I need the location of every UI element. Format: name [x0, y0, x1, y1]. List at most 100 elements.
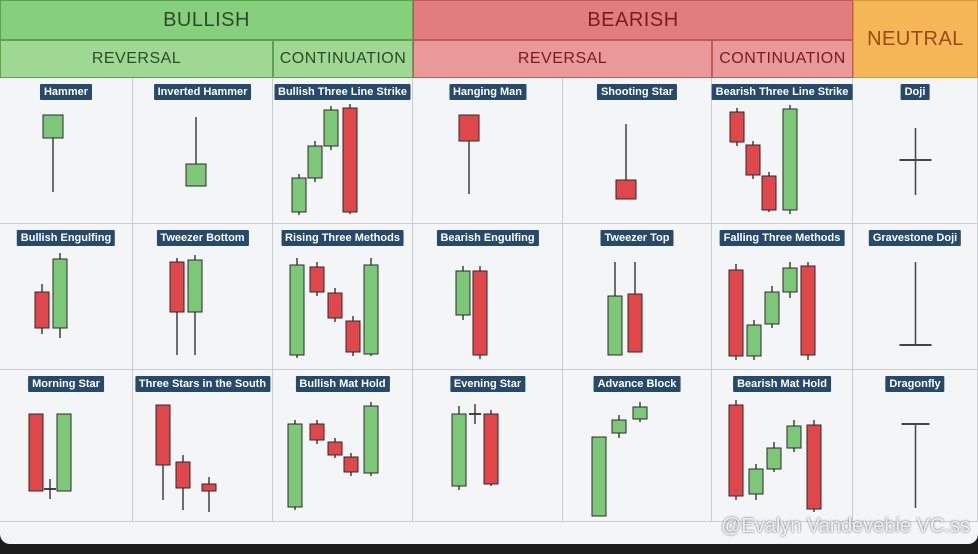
pattern-diagram	[607, 262, 643, 356]
pattern-cell-bearish-three-line-strike: Bearish Three Line Strike	[711, 78, 853, 224]
pattern-label: Hammer	[39, 84, 93, 100]
pattern-cell-bullish-engulfing: Bullish Engulfing	[0, 224, 133, 370]
pattern-label: Morning Star	[28, 376, 104, 392]
bearish-candle	[806, 424, 822, 510]
pattern-cell-bearish-mat-hold: Bearish Mat Hold	[712, 370, 853, 522]
bullish-header: BULLISH	[0, 0, 413, 40]
bullish-candle	[363, 405, 379, 474]
pattern-label: Dragonfly	[885, 376, 945, 392]
bullish-candle	[185, 163, 207, 187]
pattern-cell-morning-star: Morning Star	[0, 370, 133, 522]
pattern-diagram	[169, 255, 203, 355]
pattern-cell-inverted-hammer: Inverted Hammer	[133, 78, 273, 224]
pattern-label: Shooting Star	[596, 84, 678, 100]
bearish-candle	[627, 293, 643, 353]
pattern-cell-shooting-star: Shooting Star	[563, 78, 712, 224]
pattern-diagram	[28, 413, 72, 499]
pattern-label: Bearish Three Line Strike	[711, 84, 853, 100]
pattern-label: Falling Three Methods	[719, 230, 845, 246]
bullish-candle	[307, 145, 323, 179]
pattern-label: Bearish Mat Hold	[733, 376, 831, 392]
bearish-candle	[472, 270, 488, 356]
bearish-candle	[169, 261, 185, 313]
bearish-candle	[728, 269, 744, 357]
pattern-diagram	[287, 402, 379, 510]
pattern-label: Three Stars in the South	[134, 376, 271, 392]
bearish-candle	[483, 413, 499, 485]
bullish-candle	[782, 108, 798, 211]
bullish-candle	[746, 324, 762, 357]
bearish-candle	[175, 461, 191, 489]
pattern-cell-tweezer-bottom: Tweezer Bottom	[133, 224, 273, 370]
pattern-label: Bullish Mat Hold	[295, 376, 390, 392]
pattern-cell-gravestone-doji: Gravestone Doji	[853, 224, 978, 370]
bearish-candle	[615, 179, 637, 200]
bearish-candle	[327, 441, 343, 456]
pattern-diagram	[728, 400, 822, 512]
pattern-diagram	[185, 117, 207, 187]
pattern-diagram	[615, 124, 637, 200]
bearish-candle	[327, 292, 343, 319]
watermark: @Evalyn Vandevebie VC.ss	[721, 515, 970, 537]
pattern-diagram	[42, 114, 64, 192]
bearish-reversal-header: REVERSAL	[413, 40, 712, 78]
pattern-label: Tweezer Bottom	[156, 230, 249, 246]
pattern-diagram	[455, 266, 488, 359]
pattern-cell-doji: Doji	[853, 78, 978, 224]
pattern-label: Bullish Engulfing	[16, 230, 116, 246]
bearish-candle	[201, 483, 217, 492]
bearish-candle	[342, 107, 358, 213]
bullish-candle	[607, 295, 623, 356]
bullish-continuation-header: CONTINUATION	[273, 40, 413, 78]
bullish-candle	[455, 270, 471, 316]
bearish-header: BEARISH	[413, 0, 853, 40]
bearish-candle	[309, 266, 325, 293]
pattern-cell-bullish-three-line-strike: Bullish Three Line Strike	[273, 78, 413, 224]
pattern-cell-rising-three-methods: Rising Three Methods	[273, 224, 413, 370]
pattern-diagram	[591, 402, 648, 517]
bearish-candle	[761, 175, 777, 211]
bullish-candle	[748, 468, 764, 495]
pattern-label: Doji	[900, 84, 930, 100]
pattern-label: Tweezer Top	[600, 230, 674, 246]
bullish-candle	[591, 436, 607, 517]
pattern-diagram	[899, 262, 932, 346]
bearish-candle	[155, 404, 171, 466]
pattern-label: Advance Block	[593, 376, 681, 392]
bullish-reversal-header: REVERSAL	[0, 40, 273, 78]
bullish-candle	[766, 447, 782, 470]
pattern-cell-three-stars-in-the-south: Three Stars in the South	[133, 370, 273, 522]
pattern-diagram	[728, 262, 816, 360]
bullish-candle	[611, 419, 627, 434]
bullish-candle	[52, 258, 68, 329]
bearish-candle	[34, 291, 50, 329]
pattern-label: Hanging Man	[448, 84, 527, 100]
bearish-candle	[745, 144, 761, 176]
pattern-diagram	[458, 114, 480, 194]
pattern-diagram	[289, 258, 379, 358]
pattern-label: Inverted Hammer	[153, 84, 252, 100]
bearish-candle	[345, 320, 361, 353]
pattern-diagram	[155, 404, 217, 512]
bullish-candle	[363, 264, 379, 355]
pattern-cell-tweezer-top: Tweezer Top	[563, 224, 712, 370]
bullish-candle	[323, 109, 339, 147]
bearish-continuation-header: CONTINUATION	[712, 40, 853, 78]
bullish-candle	[56, 413, 72, 492]
pattern-label: Rising Three Methods	[281, 230, 404, 246]
pattern-cell-evening-star: Evening Star	[413, 370, 563, 522]
bearish-candle	[729, 111, 745, 143]
pattern-cell-advance-block: Advance Block	[563, 370, 712, 522]
pattern-cell-bearish-engulfing: Bearish Engulfing	[413, 224, 563, 370]
bullish-candle	[632, 406, 648, 420]
bullish-candle	[187, 259, 203, 313]
pattern-diagram	[34, 253, 68, 338]
bullish-candle	[289, 264, 305, 356]
bullish-candle	[451, 413, 467, 487]
pattern-label: Gravestone Doji	[868, 230, 962, 246]
bearish-candle	[458, 114, 480, 142]
bullish-candle	[287, 423, 303, 508]
pattern-diagram	[451, 404, 499, 490]
bullish-candle	[786, 425, 802, 449]
